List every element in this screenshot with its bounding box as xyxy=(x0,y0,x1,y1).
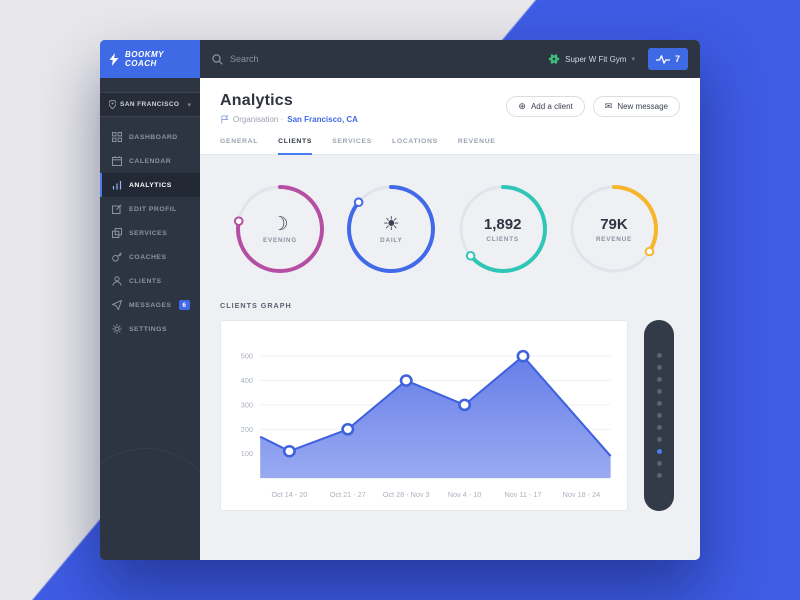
tab-services[interactable]: SERVICES xyxy=(332,138,372,145)
ring-label: CLIENTS xyxy=(486,235,519,243)
svg-text:Oct 28 - Nov 3: Oct 28 - Nov 3 xyxy=(383,491,430,499)
layers-icon xyxy=(112,228,122,238)
edit-pencil-icon xyxy=(112,204,122,214)
sidebar-item-settings[interactable]: SETTINGS xyxy=(100,317,200,341)
tab-locations[interactable]: LOCATIONS xyxy=(391,138,438,145)
sidebar-item-calendar[interactable]: CALENDAR xyxy=(100,149,200,173)
gym-selector[interactable]: Super W Fit Gym ▾ xyxy=(548,53,635,65)
pulse-icon xyxy=(655,54,670,64)
moon-icon: ☽ xyxy=(271,213,289,235)
ring-label: EVENING xyxy=(263,236,297,244)
svg-text:Oct 14 - 20: Oct 14 - 20 xyxy=(271,491,307,499)
tab-general[interactable]: GENERAL xyxy=(220,138,259,145)
stat-ring-daily: ☀ DAILY xyxy=(343,181,439,277)
timeline-dot[interactable] xyxy=(656,473,662,478)
paper-plane-icon xyxy=(112,300,122,310)
svg-text:500: 500 xyxy=(241,353,253,361)
tab-revenue[interactable]: REVENUE xyxy=(457,138,496,145)
search-icon xyxy=(212,53,223,65)
clients-graph-card: 100 200 300 400 500 Oct 14 - 20 Oct 21 - 27 Oct… xyxy=(220,320,628,511)
bar-chart-icon xyxy=(112,181,122,190)
timeline-dot[interactable] xyxy=(656,413,662,418)
clients-count: 1,892 xyxy=(483,215,522,233)
whistle-icon xyxy=(112,252,122,262)
content-body: ☽ EVENING ☀ DAILY 1,892 CLIENTS xyxy=(200,155,700,560)
plus-circle-icon: ⊕ xyxy=(518,101,526,111)
ring-label: REVENUE xyxy=(595,235,632,243)
search-input[interactable] xyxy=(230,54,542,64)
ring-label: DAILY xyxy=(380,236,403,244)
page-header: Analytics Organisation · San Francisco, … xyxy=(200,78,700,155)
notification-count: 7 xyxy=(674,54,680,64)
sidebar-item-dashboard[interactable]: DASHBOARD xyxy=(100,125,200,149)
new-message-button[interactable]: ✉ New message xyxy=(592,96,680,117)
gym-logo-icon xyxy=(548,54,560,64)
timeline-dot-active[interactable] xyxy=(656,449,662,454)
page-title: Analytics xyxy=(220,92,293,109)
pin-icon xyxy=(109,100,116,109)
organisation-icon xyxy=(221,115,229,124)
lightning-bolt-icon xyxy=(109,52,119,66)
calendar-icon xyxy=(112,156,122,166)
logo-text: BOOKMY COACH xyxy=(125,49,164,68)
add-client-button[interactable]: ⊕ Add a client xyxy=(506,96,585,117)
sidebar-menu: DASHBOARD CALENDAR ANALYTICS EDIT PROFIL… xyxy=(100,125,200,341)
timeline-dot[interactable] xyxy=(656,377,662,382)
chevron-down-icon: ▾ xyxy=(631,56,635,63)
timeline-dot[interactable] xyxy=(656,425,662,430)
timeline-scroller[interactable] xyxy=(644,320,674,511)
subtitle-text: Organisation · xyxy=(233,115,284,124)
gear-icon xyxy=(112,324,122,334)
timeline-dot[interactable] xyxy=(656,437,662,442)
tab-bar: GENERAL CLIENTS SERVICES LOCATIONS REVEN… xyxy=(220,138,680,155)
svg-text:300: 300 xyxy=(241,402,253,410)
main-area: Super W Fit Gym ▾ 7 Analytics Organisati… xyxy=(200,40,700,560)
stat-ring-clients: 1,892 CLIENTS xyxy=(455,181,551,277)
section-title: CLIENTS GRAPH xyxy=(220,301,292,310)
stats-row: ☽ EVENING ☀ DAILY 1,892 CLIENTS xyxy=(220,181,674,277)
svg-text:200: 200 xyxy=(241,426,253,434)
gym-name: Super W Fit Gym xyxy=(565,54,627,64)
app-logo: BOOKMY COACH xyxy=(100,40,200,78)
stat-ring-evening: ☽ EVENING xyxy=(232,181,328,277)
sidebar-item-clients[interactable]: CLIENTS xyxy=(100,269,200,293)
svg-text:Nov 11 - 17: Nov 11 - 17 xyxy=(505,491,542,499)
svg-text:Oct 21 - 27: Oct 21 - 27 xyxy=(330,491,366,499)
sidebar-item-edit-profile[interactable]: EDIT PROFIL xyxy=(100,197,200,221)
envelope-icon: ✉ xyxy=(604,101,613,111)
location-selector[interactable]: SAN FRANCISCO ▾ xyxy=(100,92,200,117)
sidebar-item-coaches[interactable]: COACHES xyxy=(100,245,200,269)
sidebar-item-messages[interactable]: MESSAGES 6 xyxy=(100,293,200,317)
sidebar-item-analytics[interactable]: ANALYTICS xyxy=(100,173,200,197)
location-link[interactable]: San Francisco, CA xyxy=(287,115,358,124)
svg-text:Nov 4 - 10: Nov 4 - 10 xyxy=(448,491,481,499)
timeline-dots xyxy=(656,353,662,478)
timeline-dot[interactable] xyxy=(656,461,662,466)
sidebar-item-services[interactable]: SERVICES xyxy=(100,221,200,245)
breadcrumb: Organisation · San Francisco, CA xyxy=(220,115,358,124)
chevron-down-icon: ▾ xyxy=(187,101,191,109)
stat-ring-revenue: 79K REVENUE xyxy=(566,181,662,277)
activity-notification-button[interactable]: 7 xyxy=(647,48,688,70)
sun-icon: ☀ xyxy=(382,213,400,235)
clients-area-chart: 100 200 300 400 500 Oct 14 - 20 Oct 21 - 27 Oct… xyxy=(241,349,612,499)
svg-text:Nov 18 - 24: Nov 18 - 24 xyxy=(563,491,601,499)
timeline-dot[interactable] xyxy=(656,401,662,406)
location-label: SAN FRANCISCO xyxy=(120,101,180,108)
revenue-amount: 79K xyxy=(600,215,628,233)
timeline-dot[interactable] xyxy=(656,389,662,394)
grid-icon xyxy=(112,132,122,142)
svg-text:100: 100 xyxy=(241,450,253,458)
timeline-dot[interactable] xyxy=(656,365,662,370)
app-window: BOOKMY COACH SAN FRANCISCO ▾ DASHBOARD C… xyxy=(100,40,700,560)
tab-clients[interactable]: CLIENTS xyxy=(278,138,313,155)
timeline-dot[interactable] xyxy=(656,353,662,358)
topbar: Super W Fit Gym ▾ 7 xyxy=(200,40,700,78)
messages-count-badge: 6 xyxy=(178,300,190,310)
svg-text:400: 400 xyxy=(241,377,253,385)
sidebar: BOOKMY COACH SAN FRANCISCO ▾ DASHBOARD C… xyxy=(100,40,222,560)
person-icon xyxy=(112,276,122,286)
